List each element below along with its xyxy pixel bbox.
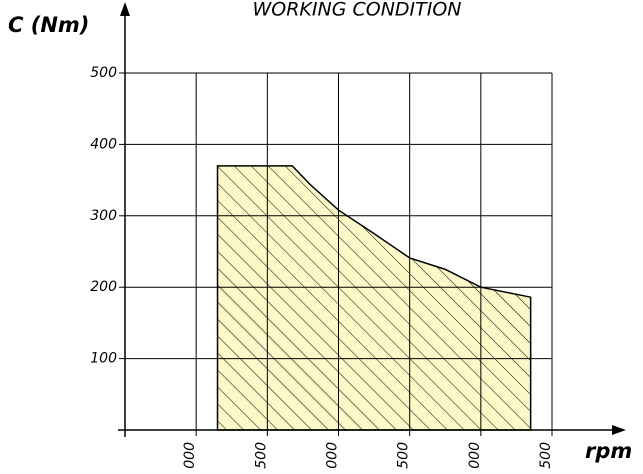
x-tick-label: 500	[538, 442, 554, 469]
y-tick-label: 300	[90, 208, 117, 224]
x-tick-label: 000	[467, 442, 483, 469]
plot-back	[125, 72, 553, 431]
area	[216, 165, 532, 431]
x-tick-label: 000	[182, 442, 198, 469]
x-tick-label: 500	[396, 442, 412, 469]
x-axis-arrow	[612, 425, 626, 435]
y-axis-label: C (Nm)	[8, 13, 89, 37]
y-tick-label: 500	[90, 65, 117, 81]
x-tick-label: 000	[325, 442, 341, 469]
y-tick-label: 400	[90, 136, 117, 152]
y-tick-label: 100	[90, 351, 117, 367]
y-tick-label: 200	[90, 279, 117, 295]
y-axis-arrow	[120, 2, 130, 16]
chart-title: WORKING CONDITION	[252, 0, 461, 21]
x-tick-label: 500	[253, 442, 269, 469]
x-axis-label: rpm	[585, 439, 632, 463]
